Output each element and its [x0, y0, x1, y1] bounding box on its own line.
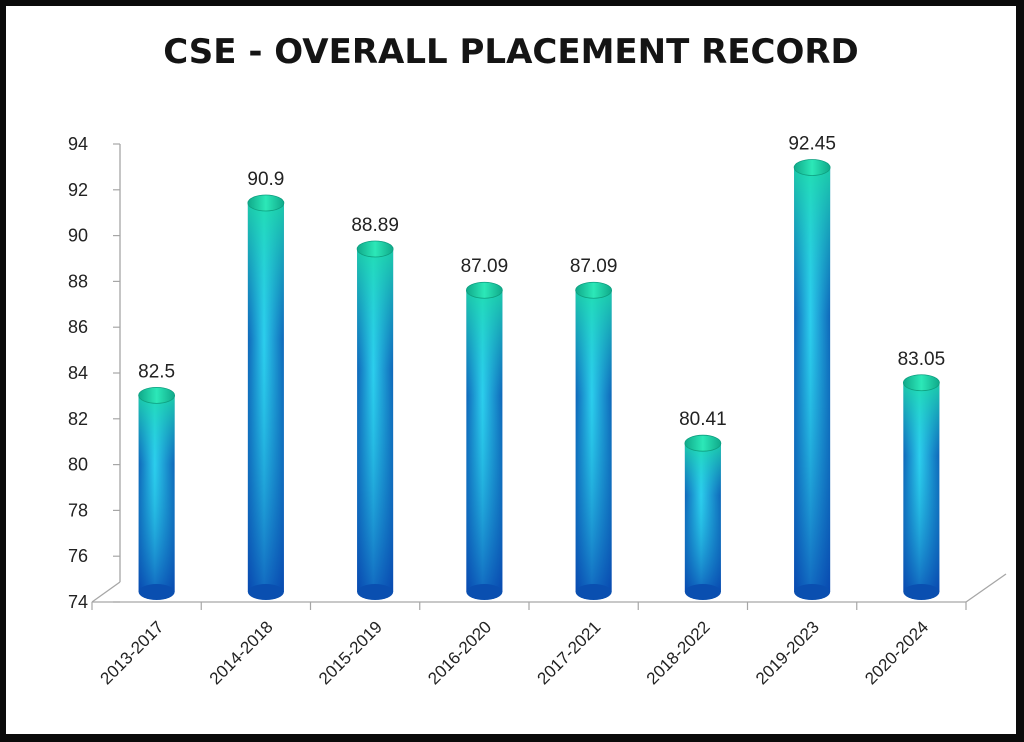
- bar-base: [794, 584, 831, 600]
- y-tick-label: 94: [68, 134, 88, 154]
- x-tick-label: 2020-2024: [861, 617, 932, 688]
- bar-base: [903, 584, 940, 600]
- bar-cap: [138, 386, 176, 404]
- bar-base: [357, 584, 394, 600]
- y-tick-label: 78: [68, 500, 88, 520]
- y-tick-label: 76: [68, 546, 88, 566]
- x-tick-label: 2016-2020: [424, 617, 495, 688]
- data-label: 90.9: [247, 169, 284, 190]
- x-tick-label: 2018-2022: [643, 617, 714, 688]
- bar: [247, 194, 285, 600]
- data-label: 92.45: [788, 133, 836, 154]
- bar-shade: [247, 202, 284, 593]
- bar-base: [138, 584, 175, 600]
- axes: 74 76 78 80 82 84 86 88 90 92 94: [68, 134, 1007, 612]
- data-label: 82.5: [138, 361, 175, 382]
- bar-shade: [903, 382, 940, 592]
- x-tick-label: 2019-2023: [752, 617, 823, 688]
- floor-left-edge: [91, 581, 121, 603]
- bar-shade: [357, 249, 394, 593]
- bar-shade: [684, 443, 721, 592]
- bar-chart: 74 76 78 80 82 84 86 88 90 92 94 82.5 2013-2017 90.9…: [68, 133, 1007, 688]
- data-label: 88.89: [351, 215, 399, 236]
- data-label: 87.09: [461, 256, 509, 277]
- x-tick-label: 2013-2017: [97, 617, 168, 688]
- data-label: 80.41: [679, 409, 727, 430]
- y-tick-label: 82: [68, 409, 88, 429]
- y-tick-label: 88: [68, 271, 88, 291]
- data-label: 83.05: [898, 349, 946, 370]
- bar-shade: [794, 167, 831, 592]
- bar-cap: [902, 374, 940, 392]
- data-label: 87.09: [570, 256, 618, 277]
- x-tick-label: 2017-2021: [534, 617, 605, 688]
- floor-right-edge: [965, 573, 1007, 603]
- y-tick-label: 74: [68, 592, 88, 612]
- bar-shade: [466, 290, 503, 592]
- x-tick-label: 2015-2019: [315, 617, 386, 688]
- y-tick-label: 92: [68, 180, 88, 200]
- bar-cap: [575, 281, 613, 299]
- bar-cap: [684, 434, 722, 452]
- bar-cap: [356, 240, 394, 258]
- y-tick-label: 84: [68, 363, 88, 383]
- y-tick-label: 86: [68, 317, 88, 337]
- y-tick-label: 80: [68, 455, 88, 475]
- chart-frame: CSE - OVERALL PLACEMENT RECORD 74 76 78 80 8…: [6, 6, 1016, 734]
- x-tick-label: 2014-2018: [206, 617, 277, 688]
- bar-cap: [793, 159, 831, 176]
- chart-title: CSE - OVERALL PLACEMENT RECORD: [163, 32, 859, 72]
- bar-cap: [247, 194, 285, 212]
- bar: [902, 374, 940, 600]
- bar-base: [247, 584, 284, 600]
- bar-base: [466, 584, 503, 600]
- bar: [138, 386, 176, 600]
- bar-base: [684, 584, 721, 600]
- bar-shade: [575, 290, 612, 592]
- bar: [793, 159, 831, 600]
- bar-cap: [465, 281, 503, 299]
- y-tick-label: 90: [68, 226, 88, 246]
- bar-shade: [138, 395, 175, 592]
- bar: [356, 240, 394, 600]
- bar: [465, 281, 503, 600]
- bar: [575, 281, 613, 600]
- bar: [684, 434, 722, 600]
- bars: [138, 159, 940, 600]
- bar-base: [575, 584, 612, 600]
